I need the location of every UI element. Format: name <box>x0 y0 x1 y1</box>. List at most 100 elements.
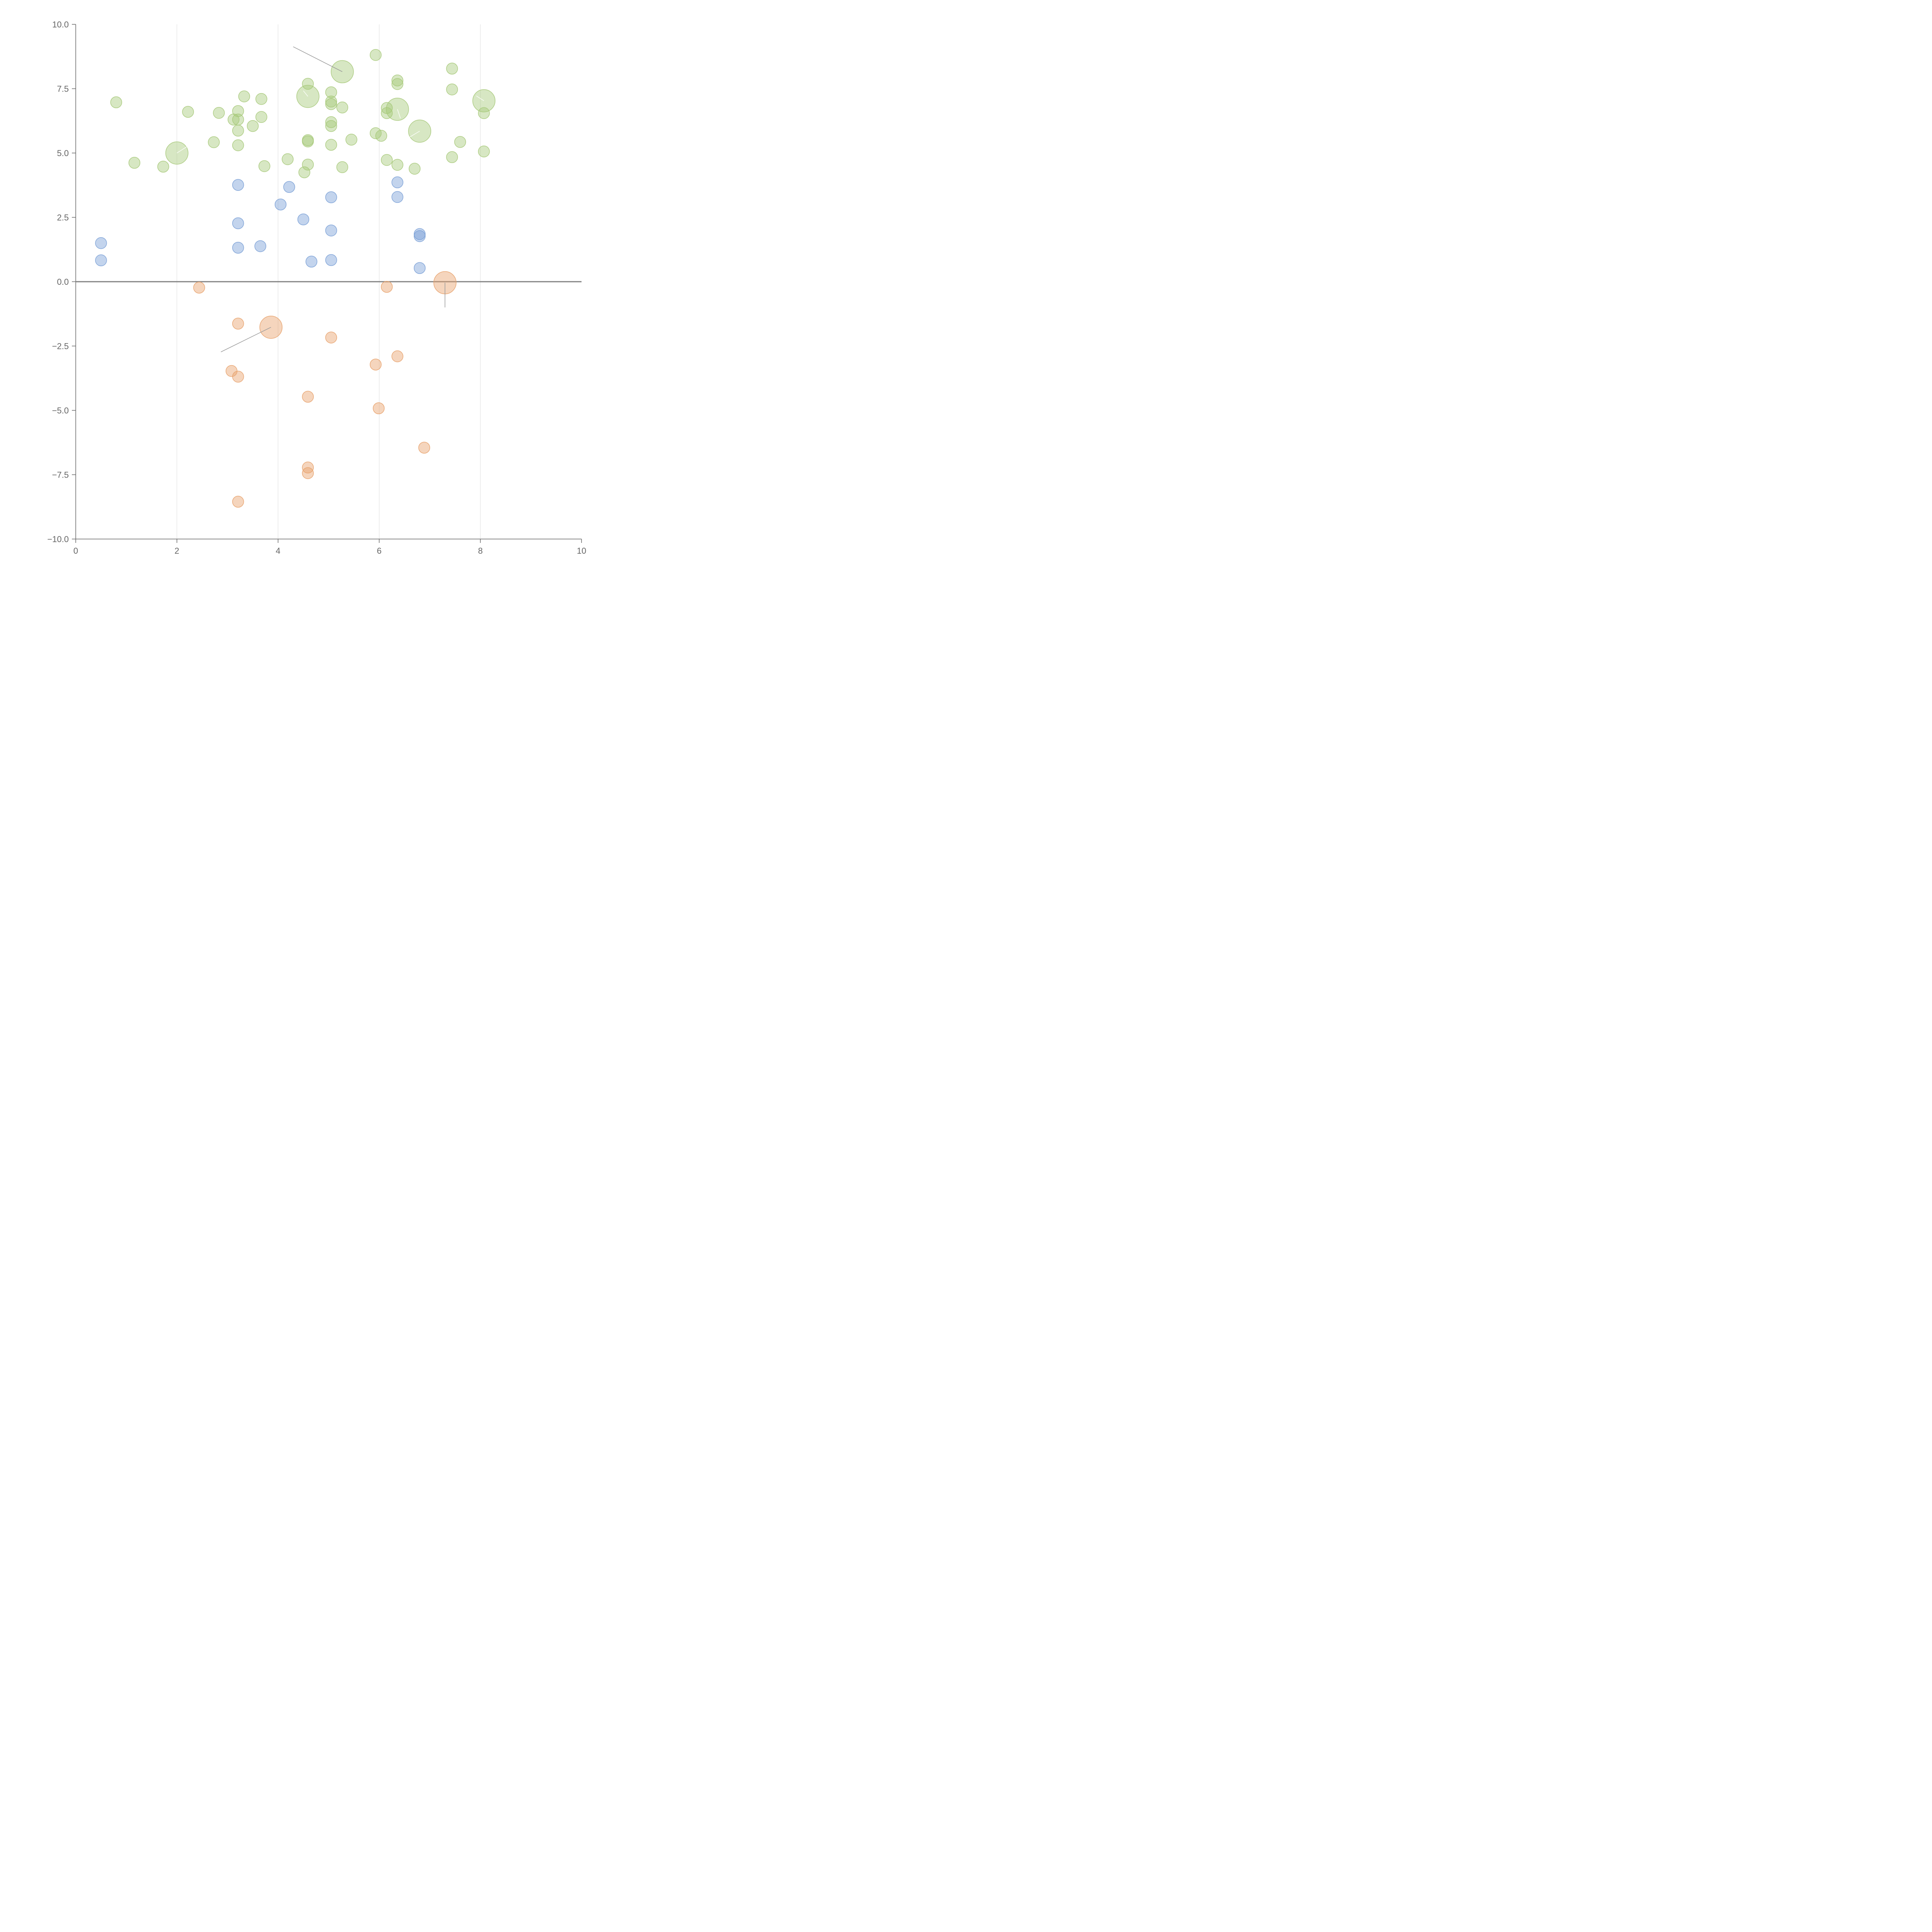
y-tick-label: 0.0 <box>57 277 69 287</box>
data-point <box>232 179 244 191</box>
annotation-leader-line <box>221 327 271 352</box>
data-point <box>193 282 205 294</box>
data-point <box>283 181 295 193</box>
data-point <box>95 237 107 249</box>
data-point <box>232 114 244 126</box>
data-point <box>232 318 244 330</box>
data-point <box>413 262 426 274</box>
data-point <box>381 281 393 293</box>
x-tick-label: 0 <box>73 546 78 556</box>
data-point <box>454 136 466 148</box>
data-point <box>255 93 267 105</box>
axis-layer: 10.0 7.5 5.0 2.5 0.0 −2.5 −5.0 −7.5 −10.0 0 2 4 6 8 10 <box>47 20 586 556</box>
data-point <box>391 176 403 189</box>
series-upper <box>110 49 496 179</box>
data-point <box>232 105 244 117</box>
data-point <box>325 332 337 344</box>
data-point <box>369 359 382 371</box>
data-point <box>302 467 314 479</box>
data-point <box>372 402 385 414</box>
data-point <box>391 159 403 171</box>
data-point <box>232 124 244 137</box>
data-point <box>325 116 337 128</box>
annotation-leader-line <box>293 46 343 72</box>
annotation-leader-line <box>177 146 187 153</box>
data-point <box>182 106 194 118</box>
x-tick-label: 10 <box>577 546 586 556</box>
data-point <box>238 90 250 102</box>
data-point <box>336 101 349 114</box>
annotation-leader-line <box>404 131 420 141</box>
data-point <box>446 83 458 95</box>
data-point <box>325 98 337 110</box>
data-point <box>369 49 382 61</box>
data-point <box>302 135 314 148</box>
data-point <box>247 120 259 132</box>
data-point <box>413 230 426 242</box>
data-point <box>255 111 267 123</box>
y-tick-label: −5.0 <box>52 406 69 415</box>
data-point <box>274 198 287 211</box>
data-point <box>302 78 314 90</box>
data-point <box>232 242 244 254</box>
data-point <box>259 160 270 172</box>
data-point <box>302 391 314 403</box>
data-point <box>232 139 244 151</box>
y-tick-label: 7.5 <box>57 84 69 94</box>
data-point <box>375 130 387 142</box>
x-tick-label: 6 <box>377 546 381 556</box>
annotation-leader-line <box>397 109 401 119</box>
data-point <box>254 240 267 252</box>
data-point <box>336 161 349 173</box>
data-point <box>408 163 421 175</box>
data-point <box>232 496 244 508</box>
points-layer <box>95 49 496 508</box>
data-point <box>213 107 225 119</box>
data-point <box>325 120 337 132</box>
data-point <box>282 153 294 165</box>
data-point <box>325 95 337 108</box>
data-point <box>325 139 337 151</box>
data-point <box>325 254 337 266</box>
data-point <box>369 127 382 139</box>
series-lower <box>193 271 457 508</box>
data-point <box>345 134 357 146</box>
series-middle <box>95 176 426 274</box>
data-point <box>391 191 403 203</box>
annotation-leader-line <box>476 95 484 101</box>
x-tick-label: 8 <box>478 546 483 556</box>
data-point <box>418 442 430 454</box>
data-point <box>128 157 141 169</box>
annotation-leader-line <box>303 90 308 97</box>
y-tick-label: 2.5 <box>57 213 69 223</box>
scatter-chart: 10.0 7.5 5.0 2.5 0.0 −2.5 −5.0 −7.5 −10.0 0 2 4 6 8 10 <box>47 20 586 556</box>
data-point <box>478 145 490 158</box>
data-point <box>478 107 490 119</box>
data-point <box>232 217 244 230</box>
data-point <box>157 161 169 173</box>
data-point <box>232 371 244 383</box>
leader-layer <box>177 46 484 352</box>
data-point <box>381 154 393 166</box>
data-point <box>95 254 107 266</box>
data-point <box>298 166 310 179</box>
data-point <box>208 136 220 148</box>
data-point <box>446 63 458 75</box>
x-tick-label: 4 <box>276 546 280 556</box>
data-point <box>391 74 403 87</box>
data-point <box>325 224 337 236</box>
y-tick-label: −7.5 <box>52 470 69 480</box>
y-tick-label: 10.0 <box>52 20 69 29</box>
x-tick-label: 2 <box>175 546 179 556</box>
y-tick-label: 5.0 <box>57 148 69 158</box>
data-point <box>302 158 314 171</box>
data-point <box>391 78 403 90</box>
data-point <box>297 213 310 226</box>
data-point <box>305 255 318 268</box>
y-tick-label: −2.5 <box>52 342 69 351</box>
data-point <box>110 96 122 109</box>
data-point <box>446 151 458 163</box>
data-point <box>391 350 403 362</box>
data-point <box>325 86 337 99</box>
data-point <box>325 191 337 203</box>
